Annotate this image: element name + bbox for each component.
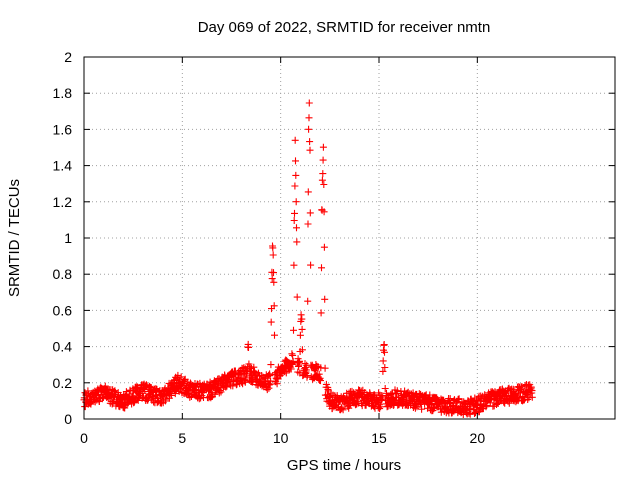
y-tick-label: 0 <box>64 411 72 427</box>
y-tick-label: 2 <box>64 49 72 65</box>
y-tick-label: 1.2 <box>53 194 73 210</box>
y-tick-label: 0.4 <box>53 339 73 355</box>
axis-ticks <box>83 56 615 420</box>
x-tick-label: 0 <box>80 430 88 446</box>
y-tick-label: 0.2 <box>53 375 73 391</box>
grid-lines <box>84 57 615 419</box>
x-tick-label: 20 <box>470 430 486 446</box>
x-tick-label: 5 <box>178 430 186 446</box>
x-tick-label: 15 <box>371 430 387 446</box>
plot-frame <box>83 56 616 420</box>
chart-title: Day 069 of 2022, SRMTID for receiver nmt… <box>198 19 491 36</box>
y-tick-label: 1.8 <box>53 85 73 101</box>
y-tick-label: 0.8 <box>53 266 73 282</box>
x-tick-labels: 0 5 10 15 20 <box>80 430 485 446</box>
y-tick-label: 0.6 <box>53 302 73 318</box>
y-tick-label: 1.4 <box>53 158 73 174</box>
x-tick-label: 10 <box>273 430 289 446</box>
srmtid-points <box>80 99 536 418</box>
y-tick-labels: 0 0.2 0.4 0.6 0.8 1 1.2 1.4 1.6 1.8 2 <box>53 49 73 427</box>
y-tick-label: 1 <box>64 230 72 246</box>
y-tick-label: 1.6 <box>53 121 73 137</box>
y-axis-title: SRMTID / TECUs <box>6 179 23 297</box>
x-axis-title: GPS time / hours <box>287 457 401 474</box>
data-points <box>80 99 536 418</box>
